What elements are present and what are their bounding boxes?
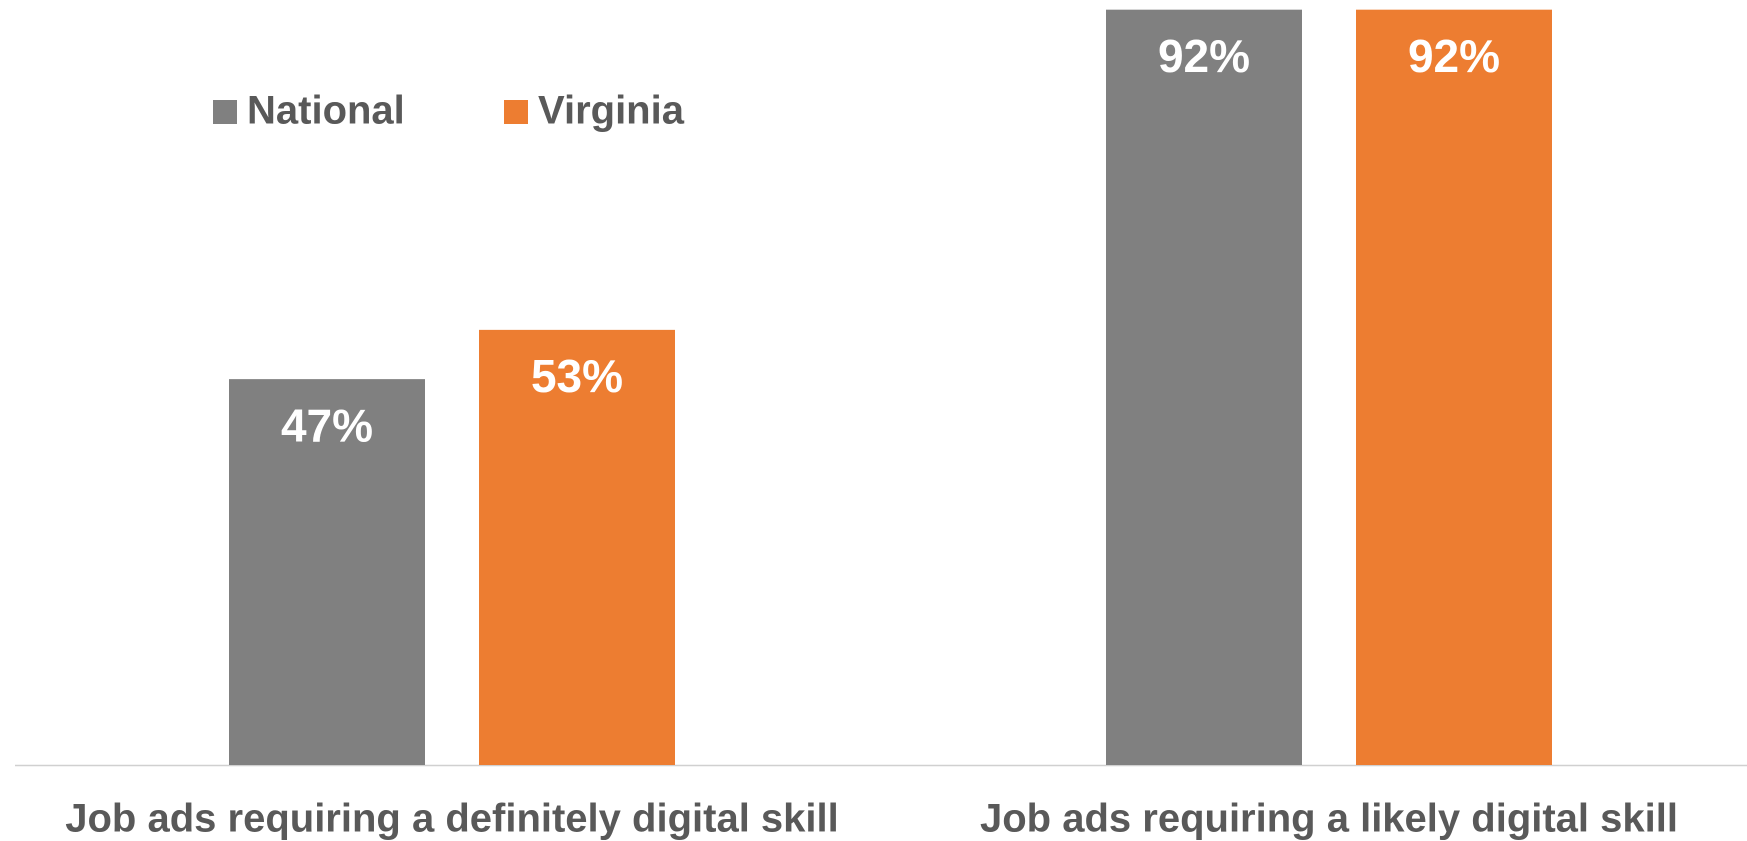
data-label: 92% [1408,30,1500,82]
bar [1356,9,1552,766]
legend-label: Virginia [538,89,685,133]
bar [479,329,675,765]
data-label: 47% [281,399,373,451]
x-tick-label: Job ads requiring a definitely digital s… [65,797,839,841]
data-label: 53% [531,350,623,402]
bar [229,379,425,765]
legend-swatch [213,100,237,124]
data-label: 92% [1158,30,1250,82]
legend-label: National [247,89,405,133]
x-tick-label: Job ads requiring a likely digital skill [980,797,1678,841]
legend-swatch [504,100,528,124]
bar [1106,9,1302,766]
